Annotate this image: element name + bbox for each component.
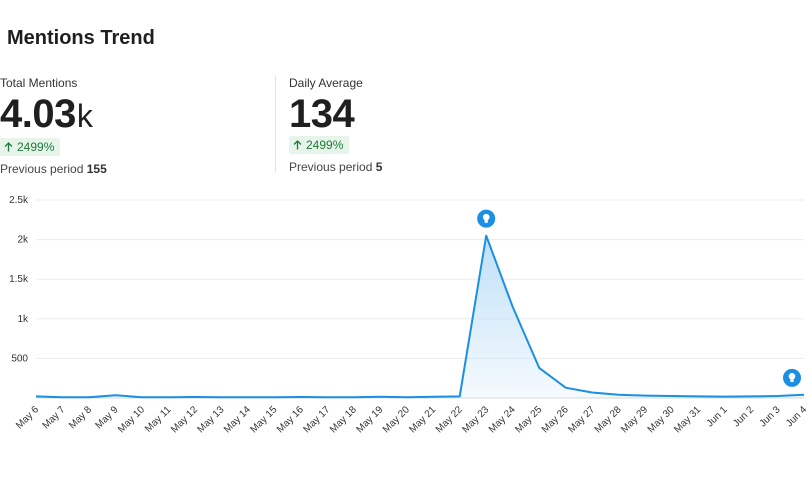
chart-gridlines (36, 199, 804, 399)
x-tick-label: May 18 (328, 404, 359, 435)
x-tick-label: Jun 3 (758, 404, 783, 429)
arrow-up-icon (4, 142, 13, 152)
y-axis: 500 1k 1.5k 2k 2.5k (9, 195, 29, 364)
x-tick-label: Jun 4 (784, 404, 809, 429)
mentions-area (36, 235, 804, 398)
y-tick-label: 1k (17, 314, 29, 325)
total-change-value: 2499% (17, 140, 55, 154)
y-tick-label: 2.5k (9, 195, 29, 206)
average-change-badge: 2499% (289, 136, 350, 154)
total-mentions-value: 4.03k (0, 94, 107, 136)
x-tick-label: May 13 (196, 404, 227, 435)
total-previous-value: 155 (86, 162, 107, 176)
x-tick-label: May 15 (248, 404, 279, 435)
y-tick-label: 2k (17, 235, 29, 246)
page-title: Mentions Trend (7, 27, 155, 49)
x-tick-label: May 20 (381, 404, 412, 435)
x-tick-label: May 19 (354, 404, 385, 435)
total-mentions-number: 4.03 (0, 92, 76, 136)
x-tick-label: May 31 (672, 404, 703, 435)
lightbulb-icon (482, 213, 490, 223)
stat-divider (275, 76, 276, 172)
insight-marker[interactable] (781, 366, 803, 389)
total-change-badge: 2499% (0, 138, 61, 156)
total-mentions-unit: k (76, 98, 93, 134)
x-tick-label: May 28 (593, 404, 624, 435)
x-tick-label: May 22 (434, 404, 465, 435)
x-tick-label: May 7 (41, 404, 68, 431)
daily-average-label: Daily Average (289, 76, 363, 90)
x-tick-label: May 11 (143, 404, 174, 435)
x-tick-label: May 6 (14, 404, 41, 431)
x-tick-label: Jun 1 (705, 404, 730, 429)
x-tick-label: May 17 (301, 404, 332, 435)
arrow-up-icon (293, 140, 302, 150)
x-tick-label: May 27 (566, 404, 597, 435)
x-tick-label: May 10 (116, 404, 147, 435)
total-mentions-stat: Total Mentions 4.03k 2499% Previous peri… (0, 76, 107, 176)
x-tick-label: May 23 (460, 404, 491, 435)
y-tick-label: 1.5k (9, 274, 29, 285)
x-tick-label: May 16 (275, 404, 306, 435)
x-tick-label: Jun 2 (731, 404, 756, 429)
total-previous-label: Previous period (0, 162, 84, 176)
x-tick-label: May 30 (646, 404, 677, 435)
insight-marker[interactable] (475, 207, 498, 230)
x-tick-label: May 29 (619, 404, 650, 435)
mentions-trend-chart: 500 1k 1.5k 2k 2.5k May 6 May 7 May 8 May 9May … (9, 195, 809, 435)
average-previous-value: 5 (375, 160, 383, 174)
daily-average-value: 134 (289, 92, 355, 136)
daily-average-stat: Daily Average 134 2499% Previous period … (289, 76, 382, 174)
total-mentions-label: Total Mentions (0, 76, 78, 90)
average-change-value: 2499% (306, 138, 344, 152)
total-previous-period: Previous period 155 (0, 162, 107, 176)
x-tick-label: May 24 (487, 404, 518, 435)
x-tick-label: May 8 (67, 404, 94, 431)
lightbulb-icon (788, 373, 796, 383)
x-tick-label: May 21 (407, 404, 438, 435)
chart-series (35, 234, 805, 399)
x-tick-label: May 25 (513, 404, 544, 435)
chart-markers (475, 207, 803, 389)
x-tick-label: May 12 (169, 404, 200, 435)
y-tick-label: 500 (11, 353, 28, 364)
average-previous-period: Previous period 5 (289, 160, 382, 174)
x-tick-label: May 14 (222, 404, 253, 435)
mentions-line (35, 234, 805, 399)
average-previous-label: Previous period (289, 160, 373, 174)
x-tick-label: May 26 (540, 404, 571, 435)
